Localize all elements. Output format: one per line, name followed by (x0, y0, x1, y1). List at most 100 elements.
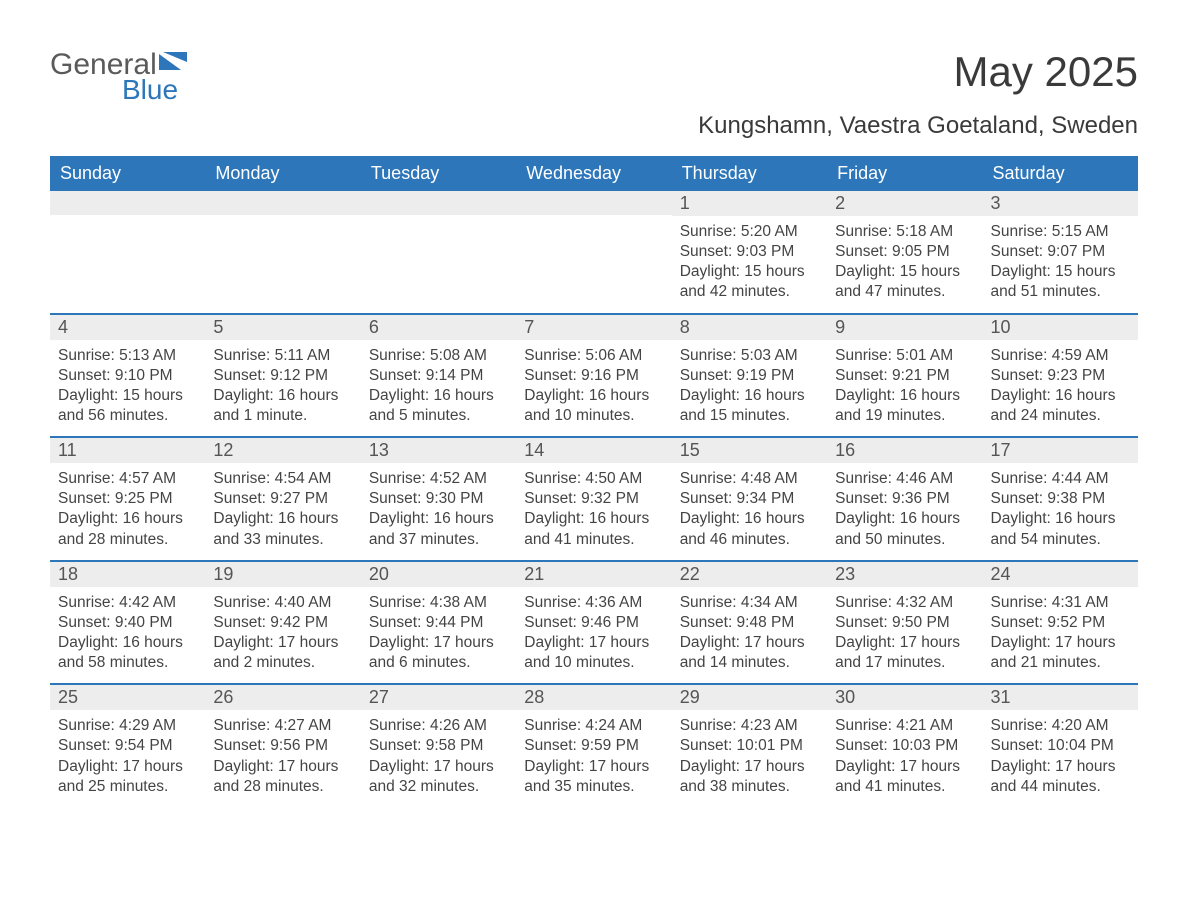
sunset-line: Sunset: 9:56 PM (213, 736, 352, 756)
day-body: Sunrise: 4:52 AMSunset: 9:30 PMDaylight:… (361, 463, 516, 560)
day-cell: 3Sunrise: 5:15 AMSunset: 9:07 PMDaylight… (983, 191, 1138, 313)
sunrise-line: Sunrise: 4:36 AM (524, 593, 663, 613)
day-cell: 18Sunrise: 4:42 AMSunset: 9:40 PMDayligh… (50, 562, 205, 684)
sunset-line: Sunset: 9:21 PM (835, 366, 974, 386)
daylight-line: Daylight: 16 hours and 41 minutes. (524, 509, 663, 549)
sunrise-line: Sunrise: 5:01 AM (835, 346, 974, 366)
daylight-line: Daylight: 17 hours and 41 minutes. (835, 757, 974, 797)
sunrise-line: Sunrise: 4:50 AM (524, 469, 663, 489)
day-body: Sunrise: 4:42 AMSunset: 9:40 PMDaylight:… (50, 587, 205, 684)
sunrise-line: Sunrise: 5:15 AM (991, 222, 1130, 242)
day-number: 2 (827, 191, 982, 216)
day-header: Tuesday (361, 156, 516, 191)
sunrise-line: Sunrise: 5:08 AM (369, 346, 508, 366)
day-body: Sunrise: 4:40 AMSunset: 9:42 PMDaylight:… (205, 587, 360, 684)
day-number: 28 (516, 685, 671, 710)
day-number: 10 (983, 315, 1138, 340)
calendar: SundayMondayTuesdayWednesdayThursdayFrid… (50, 156, 1138, 807)
day-cell: 31Sunrise: 4:20 AMSunset: 10:04 PMDaylig… (983, 685, 1138, 807)
day-body: Sunrise: 5:08 AMSunset: 9:14 PMDaylight:… (361, 340, 516, 437)
flag-icon (159, 48, 189, 75)
daylight-line: Daylight: 16 hours and 46 minutes. (680, 509, 819, 549)
location-text: Kungshamn, Vaestra Goetaland, Sweden (50, 112, 1138, 140)
day-body (516, 215, 671, 231)
sunrise-line: Sunrise: 4:31 AM (991, 593, 1130, 613)
day-number: 9 (827, 315, 982, 340)
daylight-line: Daylight: 16 hours and 54 minutes. (991, 509, 1130, 549)
day-cell: 28Sunrise: 4:24 AMSunset: 9:59 PMDayligh… (516, 685, 671, 807)
daylight-line: Daylight: 16 hours and 58 minutes. (58, 633, 197, 673)
day-number: 27 (361, 685, 516, 710)
sunrise-line: Sunrise: 4:40 AM (213, 593, 352, 613)
day-header: Friday (827, 156, 982, 191)
daylight-line: Daylight: 16 hours and 50 minutes. (835, 509, 974, 549)
sunset-line: Sunset: 9:34 PM (680, 489, 819, 509)
week-row: 11Sunrise: 4:57 AMSunset: 9:25 PMDayligh… (50, 436, 1138, 560)
sunset-line: Sunset: 9:54 PM (58, 736, 197, 756)
day-cell: 30Sunrise: 4:21 AMSunset: 10:03 PMDaylig… (827, 685, 982, 807)
weeks-container: 1Sunrise: 5:20 AMSunset: 9:03 PMDaylight… (50, 191, 1138, 807)
day-number: 17 (983, 438, 1138, 463)
daylight-line: Daylight: 16 hours and 1 minute. (213, 386, 352, 426)
day-cell: 23Sunrise: 4:32 AMSunset: 9:50 PMDayligh… (827, 562, 982, 684)
day-cell: 15Sunrise: 4:48 AMSunset: 9:34 PMDayligh… (672, 438, 827, 560)
day-cell: 27Sunrise: 4:26 AMSunset: 9:58 PMDayligh… (361, 685, 516, 807)
day-cell: 11Sunrise: 4:57 AMSunset: 9:25 PMDayligh… (50, 438, 205, 560)
day-cell (205, 191, 360, 313)
sunset-line: Sunset: 9:52 PM (991, 613, 1130, 633)
day-body (361, 215, 516, 231)
day-body (205, 215, 360, 231)
sunset-line: Sunset: 9:46 PM (524, 613, 663, 633)
day-cell: 26Sunrise: 4:27 AMSunset: 9:56 PMDayligh… (205, 685, 360, 807)
sunrise-line: Sunrise: 4:42 AM (58, 593, 197, 613)
sunrise-line: Sunrise: 5:18 AM (835, 222, 974, 242)
page-title: May 2025 (954, 48, 1138, 96)
sunset-line: Sunset: 9:36 PM (835, 489, 974, 509)
day-number: 30 (827, 685, 982, 710)
day-number: 13 (361, 438, 516, 463)
day-cell: 25Sunrise: 4:29 AMSunset: 9:54 PMDayligh… (50, 685, 205, 807)
daylight-line: Daylight: 16 hours and 15 minutes. (680, 386, 819, 426)
day-body: Sunrise: 4:29 AMSunset: 9:54 PMDaylight:… (50, 710, 205, 807)
day-cell: 5Sunrise: 5:11 AMSunset: 9:12 PMDaylight… (205, 315, 360, 437)
day-cell: 4Sunrise: 5:13 AMSunset: 9:10 PMDaylight… (50, 315, 205, 437)
sunrise-line: Sunrise: 4:23 AM (680, 716, 819, 736)
day-cell: 17Sunrise: 4:44 AMSunset: 9:38 PMDayligh… (983, 438, 1138, 560)
day-header: Saturday (983, 156, 1138, 191)
day-number: 25 (50, 685, 205, 710)
day-body: Sunrise: 4:26 AMSunset: 9:58 PMDaylight:… (361, 710, 516, 807)
day-body: Sunrise: 5:18 AMSunset: 9:05 PMDaylight:… (827, 216, 982, 313)
sunrise-line: Sunrise: 4:38 AM (369, 593, 508, 613)
day-body: Sunrise: 4:59 AMSunset: 9:23 PMDaylight:… (983, 340, 1138, 437)
day-number (50, 191, 205, 215)
day-number: 24 (983, 562, 1138, 587)
day-body: Sunrise: 4:21 AMSunset: 10:03 PMDaylight… (827, 710, 982, 807)
day-body: Sunrise: 4:46 AMSunset: 9:36 PMDaylight:… (827, 463, 982, 560)
day-cell: 21Sunrise: 4:36 AMSunset: 9:46 PMDayligh… (516, 562, 671, 684)
daylight-line: Daylight: 16 hours and 10 minutes. (524, 386, 663, 426)
sunrise-line: Sunrise: 5:20 AM (680, 222, 819, 242)
day-cell: 9Sunrise: 5:01 AMSunset: 9:21 PMDaylight… (827, 315, 982, 437)
day-number (516, 191, 671, 215)
day-number: 14 (516, 438, 671, 463)
week-row: 18Sunrise: 4:42 AMSunset: 9:40 PMDayligh… (50, 560, 1138, 684)
day-number: 16 (827, 438, 982, 463)
sunrise-line: Sunrise: 4:59 AM (991, 346, 1130, 366)
day-cell: 12Sunrise: 4:54 AMSunset: 9:27 PMDayligh… (205, 438, 360, 560)
sunset-line: Sunset: 9:23 PM (991, 366, 1130, 386)
week-row: 1Sunrise: 5:20 AMSunset: 9:03 PMDaylight… (50, 191, 1138, 313)
day-header: Thursday (672, 156, 827, 191)
sunrise-line: Sunrise: 4:29 AM (58, 716, 197, 736)
sunset-line: Sunset: 9:48 PM (680, 613, 819, 633)
day-number: 26 (205, 685, 360, 710)
day-body: Sunrise: 5:06 AMSunset: 9:16 PMDaylight:… (516, 340, 671, 437)
logo: General Blue (50, 48, 189, 106)
daylight-line: Daylight: 17 hours and 6 minutes. (369, 633, 508, 673)
day-number: 3 (983, 191, 1138, 216)
day-cell: 7Sunrise: 5:06 AMSunset: 9:16 PMDaylight… (516, 315, 671, 437)
daylight-line: Daylight: 15 hours and 51 minutes. (991, 262, 1130, 302)
day-number: 21 (516, 562, 671, 587)
day-cell: 1Sunrise: 5:20 AMSunset: 9:03 PMDaylight… (672, 191, 827, 313)
daylight-line: Daylight: 16 hours and 28 minutes. (58, 509, 197, 549)
sunrise-line: Sunrise: 4:52 AM (369, 469, 508, 489)
